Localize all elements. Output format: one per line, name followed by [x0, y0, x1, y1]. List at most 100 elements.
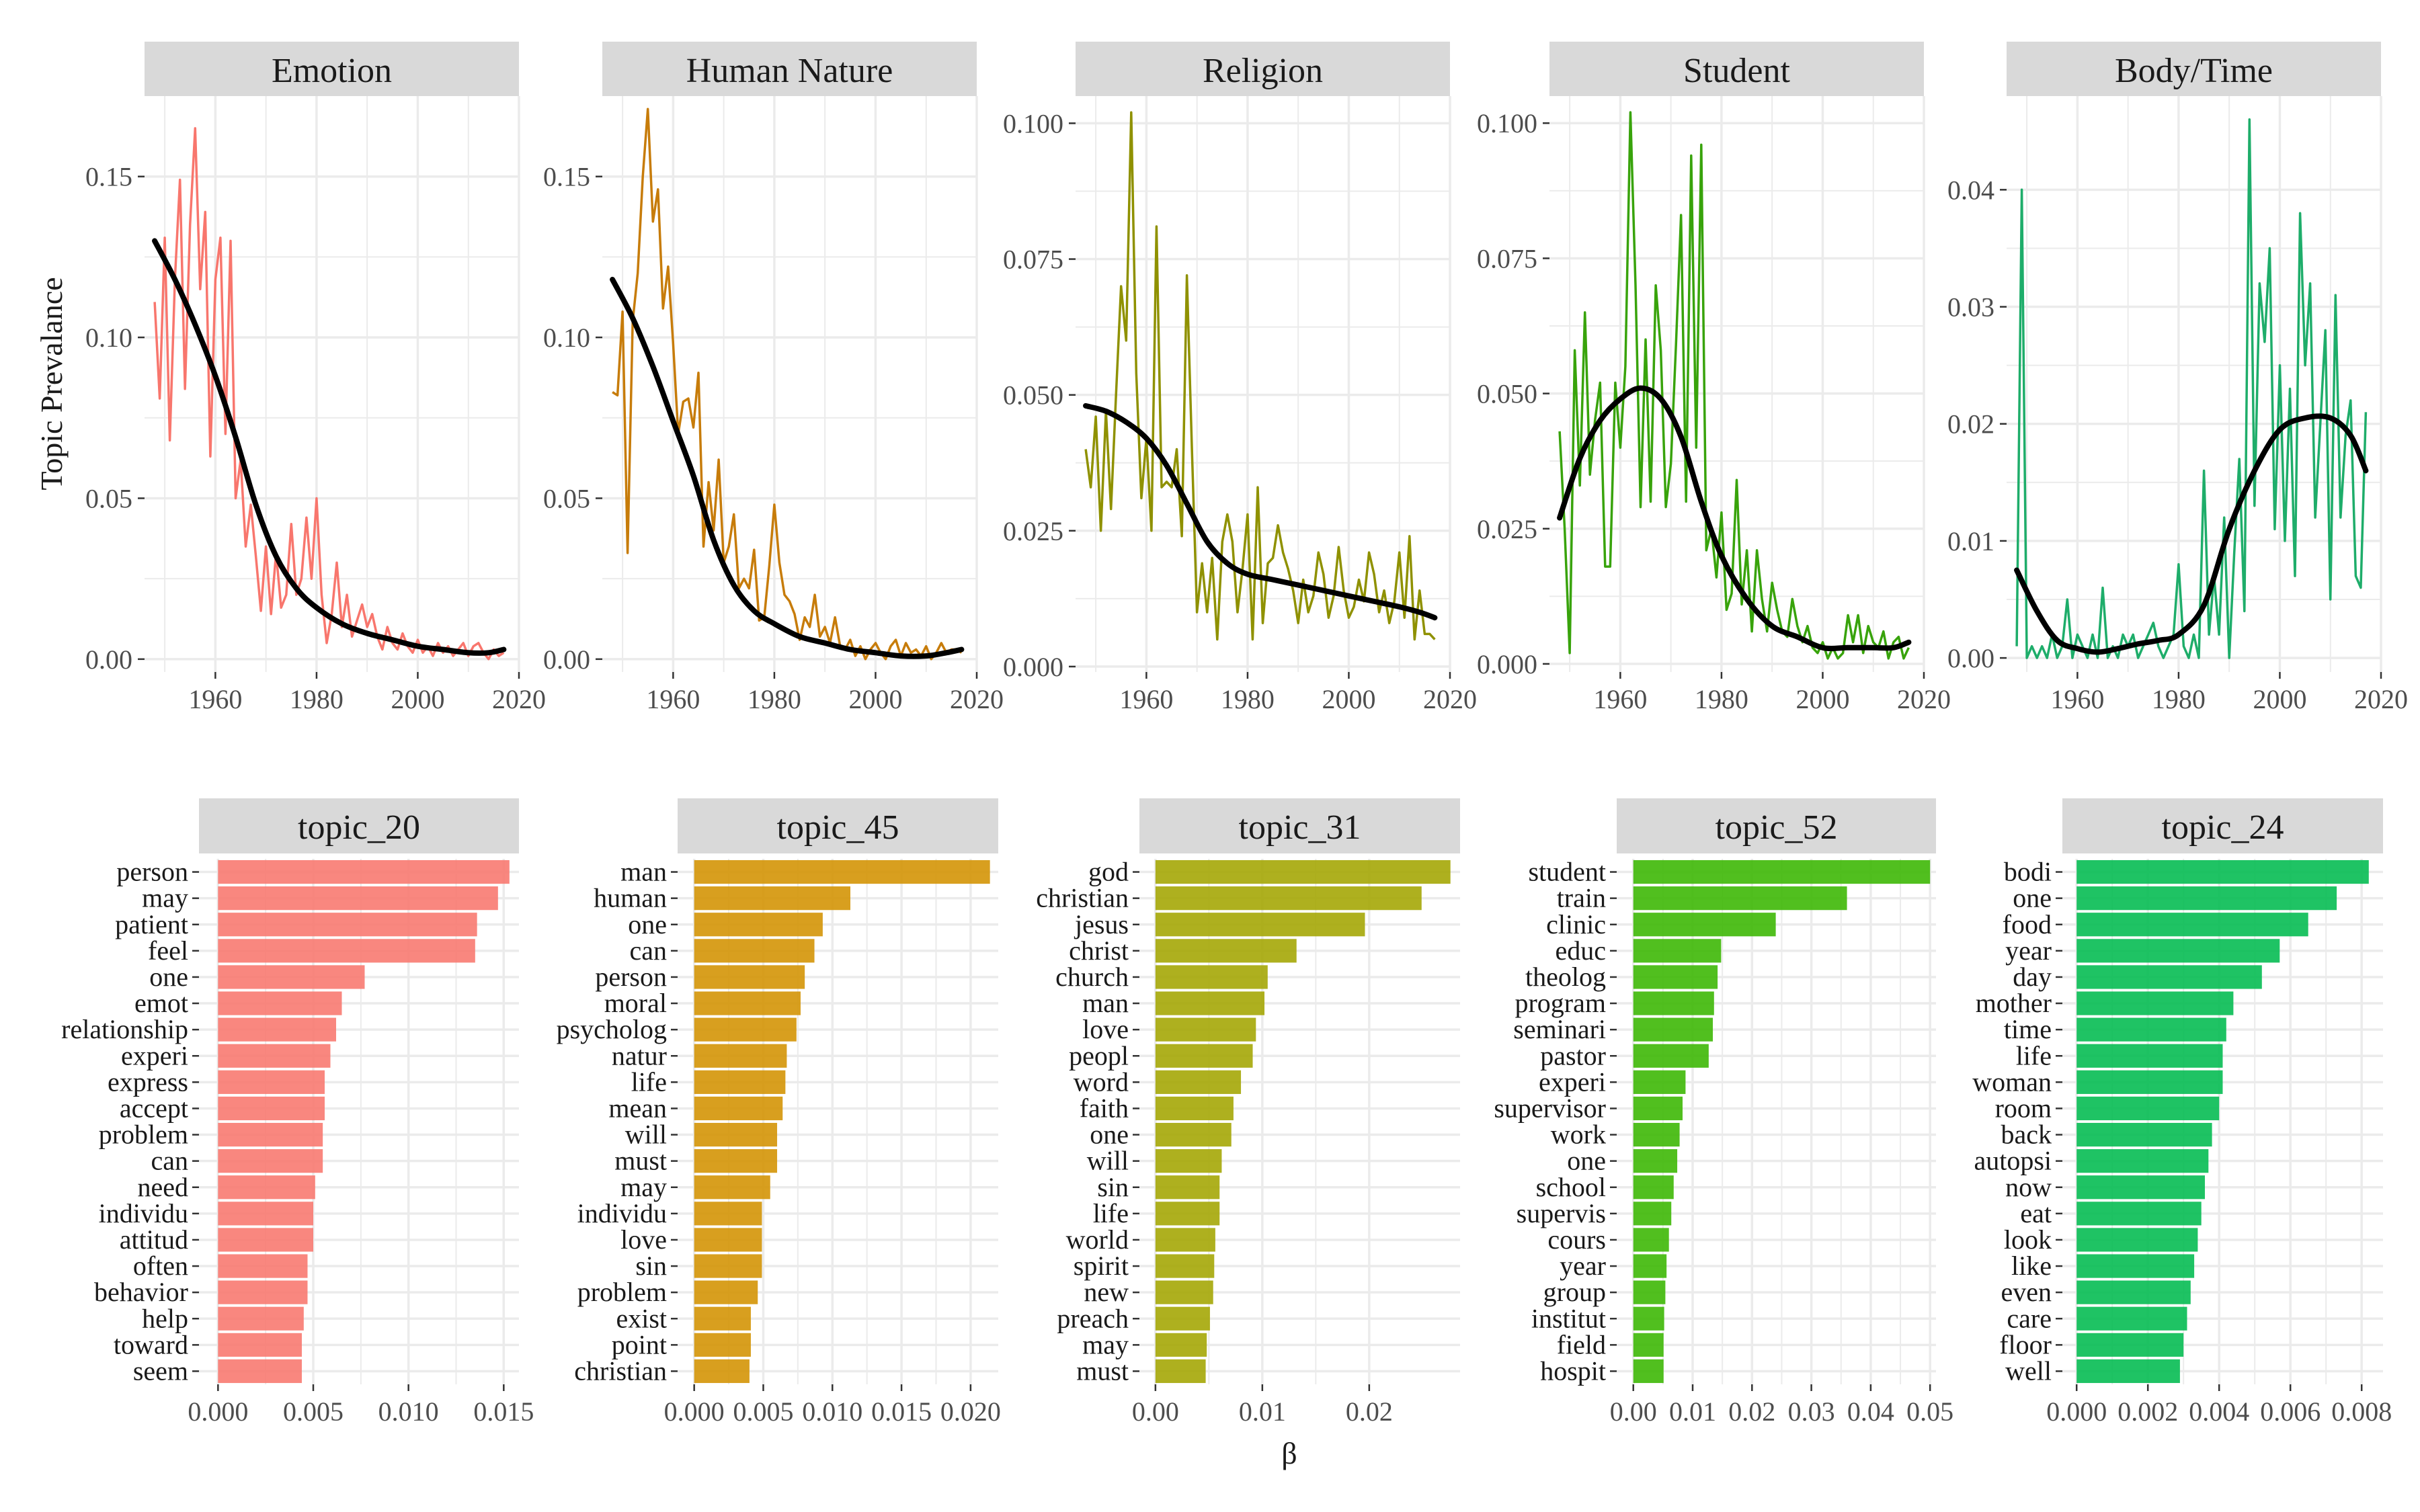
bar-individu [694, 1202, 762, 1226]
category-label-one: one [1090, 1120, 1129, 1150]
x-tick-label: 1960 [1119, 684, 1173, 714]
bar-program [1633, 991, 1714, 1015]
x-tick-label: 2000 [848, 684, 902, 714]
x-tick-label: 0.02 [1346, 1396, 1393, 1427]
x-tick-label: 2020 [1897, 684, 1951, 714]
bar-god [1155, 859, 1451, 884]
category-label-christ: christ [1069, 935, 1129, 966]
bar-moral [694, 991, 801, 1015]
bar-new [1155, 1280, 1213, 1304]
smoothed-trend-line [1083, 403, 1438, 621]
y-tick-label: 0.050 [1003, 380, 1063, 411]
y-tick-label: 0.05 [85, 483, 132, 513]
bar-man [694, 859, 990, 884]
bar-must [1155, 1359, 1206, 1384]
category-label-seminari: seminari [1513, 1014, 1606, 1044]
bar-express [218, 1070, 325, 1094]
gridlines [2062, 859, 2383, 1384]
x-tick-label: 0.00 [1610, 1396, 1657, 1427]
gridlines [602, 96, 978, 672]
bar-supervis [1633, 1202, 1672, 1226]
smoothed-trend-line [610, 276, 965, 659]
category-label-human: human [594, 883, 667, 913]
bar-pastor [1633, 1044, 1709, 1068]
bar-spirit [1155, 1254, 1215, 1278]
bar-one [1633, 1149, 1678, 1173]
x-tick-label: 1960 [1593, 684, 1647, 714]
bar-school [1633, 1175, 1674, 1200]
bar-mother [2076, 991, 2234, 1015]
bar-word [1155, 1070, 1242, 1094]
category-label-educ: educ [1555, 935, 1606, 966]
category-label-man: man [620, 857, 667, 887]
category-label-field: field [1557, 1329, 1606, 1359]
category-label-care: care [2007, 1303, 2052, 1333]
category-label-experi: experi [1539, 1066, 1606, 1097]
category-label-experi: experi [121, 1040, 188, 1070]
category-label-well: well [2005, 1355, 2052, 1386]
x-tick-label: 0.005 [733, 1396, 793, 1427]
category-label-food: food [2003, 909, 2052, 939]
x-tick-label: 2000 [391, 684, 444, 714]
category-label-will: will [625, 1120, 667, 1150]
bar-may [694, 1175, 770, 1200]
bar-accept [218, 1096, 325, 1121]
category-label-church: church [1055, 962, 1129, 992]
category-label-floor: floor [1999, 1329, 2052, 1359]
category-label-moral: moral [604, 988, 667, 1018]
y-tick-label: 0.15 [543, 162, 590, 192]
category-label-word: word [1074, 1066, 1129, 1097]
category-label-feel: feel [148, 935, 188, 966]
category-label-emot: emot [134, 988, 188, 1018]
category-label-may: may [620, 1172, 667, 1202]
bar-student [1633, 859, 1931, 884]
bar-eat [2076, 1202, 2202, 1226]
category-label-must: must [1076, 1355, 1129, 1386]
category-label-problem: problem [577, 1277, 667, 1307]
gridlines [1549, 96, 1925, 672]
panel-emotion: Emotion 0.00 0.05 0.10 0.15 1960 1980 2000 2020 [85, 42, 546, 714]
bar-person [218, 859, 510, 884]
strip-emotion [145, 42, 519, 96]
category-label-behavior: behavior [94, 1277, 188, 1307]
category-label-attitud: attitud [120, 1224, 188, 1255]
x-tick-label: 0.01 [1239, 1396, 1286, 1427]
x-tick-label: 2000 [1796, 684, 1849, 714]
strip-topic-20 [199, 798, 519, 853]
category-label-relationship: relationship [61, 1014, 188, 1044]
strip-human-nature [602, 42, 977, 96]
strip-religion [1076, 42, 1450, 96]
category-label-patient: patient [115, 909, 188, 939]
category-label-must: must [614, 1146, 667, 1176]
y-tick-label: 0.00 [85, 644, 132, 675]
bar-life [2076, 1044, 2223, 1068]
category-label-seem: seem [133, 1355, 188, 1386]
category-label-pastor: pastor [1540, 1040, 1606, 1070]
y-tick-label: 0.02 [1947, 409, 1994, 439]
x-tick-label: 0.004 [2189, 1396, 2249, 1427]
x-tick-label: 0.04 [1847, 1396, 1894, 1427]
y-tick-label: 0.00 [543, 644, 590, 675]
y-tick-label: 0.04 [1947, 175, 1994, 205]
bar-emot [218, 991, 342, 1015]
strip-label-topic-31: topic_31 [1239, 808, 1361, 847]
category-label-like: like [2011, 1251, 2052, 1281]
category-label-eat: eat [2020, 1198, 2052, 1228]
panel-religion: Religion 0.000 0.025 0.050 0.075 0.100 1960 198… [1003, 42, 1477, 714]
x-tick-label: 0.010 [802, 1396, 862, 1427]
strip-label-topic-24: topic_24 [2162, 808, 2284, 847]
bar-individu [218, 1202, 313, 1226]
x-tick-label: 0.03 [1788, 1396, 1835, 1427]
category-label-cours: cours [1547, 1224, 1606, 1255]
category-label-one: one [149, 962, 188, 992]
gridlines [1139, 859, 1460, 1384]
bar-toward [218, 1333, 302, 1357]
smoothed-trend-line [1557, 385, 1912, 651]
category-label-theolog: theolog [1525, 962, 1606, 992]
bar-experi [218, 1044, 331, 1068]
category-label-work: work [1551, 1120, 1606, 1150]
x-tick-label: 0.005 [283, 1396, 344, 1427]
category-label-person: person [595, 962, 667, 992]
y-tick-label: 0.03 [1947, 292, 1994, 323]
